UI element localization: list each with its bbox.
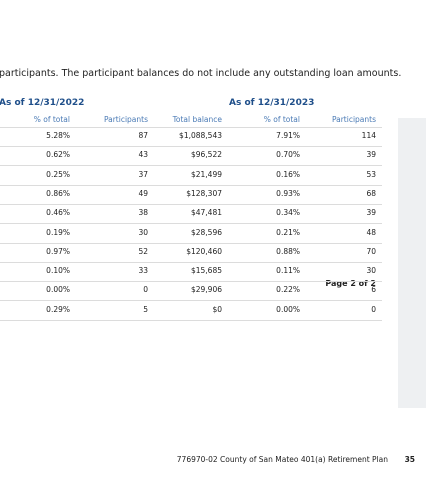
- table-cell: $29,906: [190, 285, 222, 295]
- table-cell: 0.62%: [46, 150, 70, 160]
- row-rule: [0, 242, 382, 244]
- table-cell: 0.16%: [276, 169, 300, 179]
- table-cell: 87: [138, 131, 148, 140]
- column-header: Participants: [331, 115, 376, 124]
- table-cell: 0.19%: [46, 227, 70, 237]
- row-rule: [0, 300, 382, 302]
- table-cell: 43: [138, 150, 148, 160]
- table-cell: $47,481: [190, 208, 222, 218]
- page-number: 35: [404, 455, 415, 464]
- table-cell: 0.86%: [46, 188, 70, 198]
- group-header: As of 12/31/2023: [229, 98, 315, 108]
- column-header: % of total: [263, 115, 300, 124]
- table-cell: 0.88%: [276, 246, 300, 256]
- table-cell: 0.21%: [276, 227, 300, 237]
- footer-plan: 776970-02 County of San Mateo 401(a) Ret…: [176, 455, 388, 464]
- row-rule: [0, 146, 382, 147]
- table-cell: 70: [366, 246, 376, 256]
- table-cell: 39: [366, 208, 376, 218]
- row-rule: [0, 184, 382, 186]
- table-cell: 0.00%: [276, 304, 300, 314]
- table-cell: 0.34%: [276, 208, 300, 218]
- column-header: Participants: [103, 115, 148, 124]
- header-rule: [0, 127, 382, 128]
- table-cell: 0.46%: [46, 208, 70, 218]
- table-cell: 38: [138, 208, 148, 218]
- table-cell: 0.10%: [46, 266, 70, 276]
- table-cell: $1,088,543: [179, 131, 222, 140]
- table-cell: 0.93%: [276, 188, 300, 198]
- table-cell: 5.28%: [46, 131, 70, 140]
- table-cell: $28,596: [190, 227, 222, 237]
- table-cell: 6: [371, 285, 376, 295]
- table-cell: 30: [138, 227, 148, 237]
- table-cell: 0.25%: [46, 169, 70, 179]
- table-cell: 114: [361, 131, 376, 140]
- table-cell: $21,499: [190, 169, 222, 179]
- row-rule: [0, 165, 382, 167]
- intro-text: participants. The participant balances d…: [0, 68, 402, 79]
- table-cell: 0.97%: [46, 246, 70, 256]
- table-cell: 49: [138, 188, 148, 198]
- table-cell: $96,522: [190, 150, 222, 160]
- table-cell: $128,307: [186, 188, 222, 198]
- row-rule: [0, 223, 382, 225]
- table-cell: 0.22%: [276, 285, 300, 295]
- group-header: As of 12/31/2022: [0, 98, 85, 108]
- table-cell: 0.00%: [46, 285, 70, 295]
- row-rule: [0, 319, 382, 321]
- table-cell: 52: [138, 246, 148, 256]
- table-cell: 0: [371, 304, 376, 314]
- table-cell: 5: [143, 304, 148, 314]
- table-cell: 39: [366, 150, 376, 160]
- table-cell: 37: [138, 169, 148, 179]
- table-cell: 33: [138, 266, 148, 276]
- table-cell: 7.91%: [276, 131, 300, 140]
- table-cell: $15,685: [190, 266, 222, 276]
- table-cell: 0.29%: [46, 304, 70, 314]
- table-cell: $0: [212, 304, 222, 314]
- row-rule: [0, 281, 382, 283]
- row-rule: [0, 203, 382, 205]
- page-indicator: Page 2 of 2: [325, 279, 376, 288]
- column-header: % of total: [33, 115, 70, 124]
- table-cell: $120,460: [186, 246, 222, 256]
- table-cell: 0.70%: [276, 150, 300, 160]
- column-header: Total balance: [172, 115, 222, 124]
- table-cell: 0.11%: [276, 266, 300, 276]
- table-cell: 53: [366, 169, 376, 179]
- table-cell: 0: [143, 285, 148, 295]
- table-cell: 30: [366, 266, 376, 276]
- table-cell: 48: [366, 227, 376, 237]
- table-cell: 68: [366, 188, 376, 198]
- row-rule: [0, 261, 382, 263]
- side-panel: [398, 118, 426, 408]
